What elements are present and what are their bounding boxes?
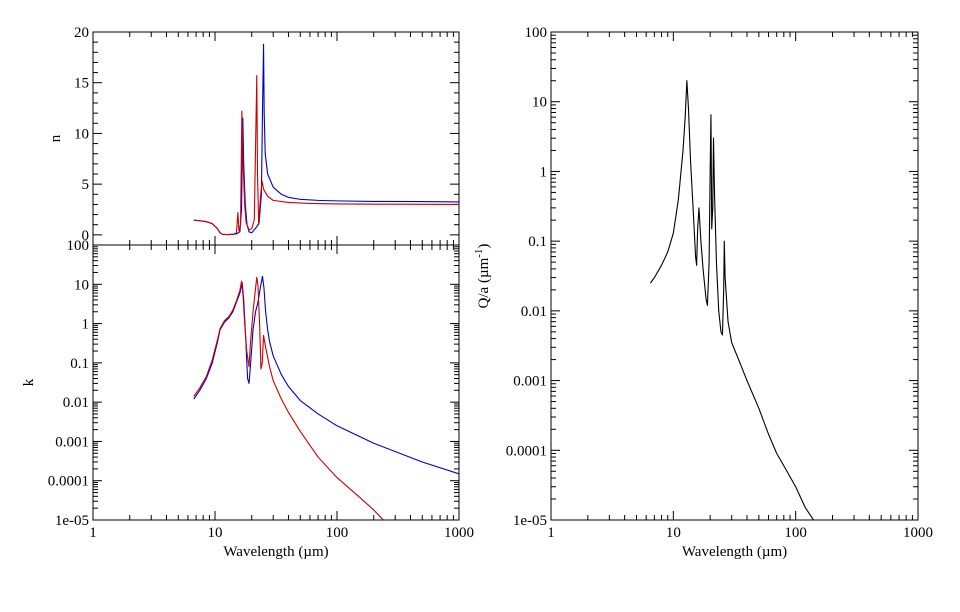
y-tick-label: 0.01 <box>521 304 547 320</box>
x-tick-label: 1000 <box>444 525 474 541</box>
n-series-line-1 <box>193 43 459 236</box>
x-axis-title: Wavelength (µm) <box>682 544 787 560</box>
y-tick-label: 0.001 <box>55 434 89 450</box>
y-tick-label: 1 <box>82 317 90 333</box>
x-tick-label: 1000 <box>903 525 933 541</box>
k-plot-frame <box>92 244 460 521</box>
y-tick-label: 10 <box>532 95 547 111</box>
q-panel: 1 10 100 1000 1e-05 0.0001 0.001 0.01 0.1 1 10 100 W… <box>473 25 933 560</box>
x-tick-label: 100 <box>326 525 349 541</box>
y-tick-label: 100 <box>525 25 548 41</box>
y-tick-label: 0.01 <box>63 395 89 411</box>
y-tick-label: 100 <box>67 238 90 254</box>
y-axis-title: k <box>21 378 37 386</box>
k-series-line-2 <box>193 276 384 520</box>
y-tick-label: 0.0001 <box>506 443 547 459</box>
Q-series-line-1 <box>650 80 814 520</box>
Q-plot-frame <box>550 31 919 521</box>
x-tick-label: 10 <box>208 525 223 541</box>
n-plot-frame <box>92 31 460 246</box>
x-tick-label: 1 <box>547 525 555 541</box>
y-axis-title: Q/a (µm-1) <box>473 244 492 309</box>
y-tick-label: 0.1 <box>70 356 89 372</box>
x-axis-title: Wavelength (µm) <box>223 544 328 560</box>
y-tick-label: 1e-05 <box>513 513 547 529</box>
y-tick-label: 0.1 <box>528 234 547 250</box>
y-tick-label: 1e-05 <box>55 513 89 529</box>
y-tick-label: 0.0001 <box>48 474 89 490</box>
y-tick-label: 1 <box>540 164 548 180</box>
y-tick-label: 10 <box>74 126 89 142</box>
y-tick-label: 5 <box>82 177 90 193</box>
k-panel: 1 10 100 1000 1e-05 0.0001 0.001 0.01 0.1 1 10 100 W… <box>21 238 474 560</box>
y-axis-title: n <box>48 134 64 142</box>
x-tick-label: 1 <box>89 525 97 541</box>
x-tick-label: 10 <box>666 525 681 541</box>
n-panel: 0 5 10 15 20 n <box>48 25 460 246</box>
y-tick-label: 20 <box>74 25 89 41</box>
x-tick-label: 100 <box>784 525 807 541</box>
n-series-line-2 <box>193 75 459 236</box>
y-tick-label: 0.001 <box>513 374 547 390</box>
k-series-line-1 <box>193 275 459 475</box>
y-tick-label: 0 <box>82 228 90 244</box>
y-tick-label: 10 <box>74 277 89 293</box>
y-tick-label: 15 <box>74 76 89 92</box>
